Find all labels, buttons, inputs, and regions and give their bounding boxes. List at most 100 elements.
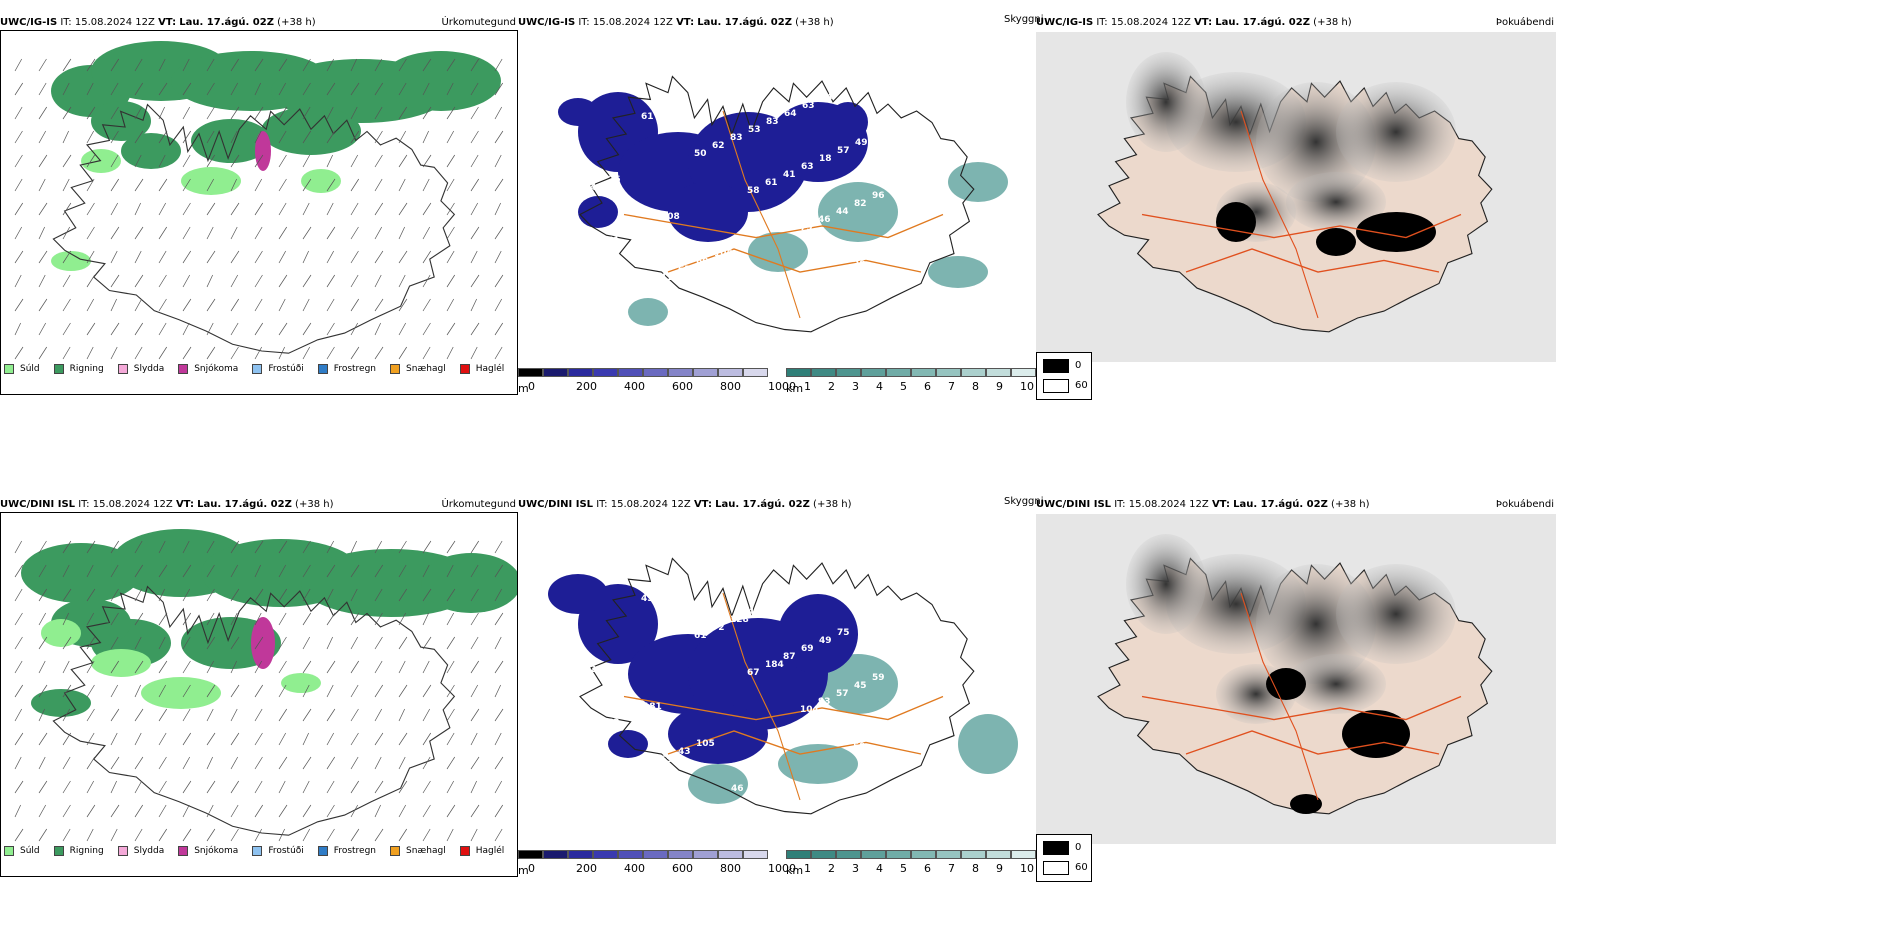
road-network <box>1141 213 1462 239</box>
cloud-base-value: 285 <box>590 665 609 675</box>
cloud-base-value: 44 <box>836 207 849 217</box>
cloud-base-value: 57 <box>837 146 850 156</box>
colorbar-tick: 3 <box>852 862 859 875</box>
colorbar-segment <box>861 850 886 859</box>
cloud-base-value: 45 <box>854 681 867 691</box>
colorbar-tick: 800 <box>720 380 741 393</box>
legend-item: Rigning <box>53 843 104 859</box>
cloud-base-value: 181 <box>643 702 662 712</box>
colorbar-tick: 0 <box>528 862 535 875</box>
legend-item: Frostúði <box>252 361 304 377</box>
colorbar-segment <box>618 850 643 859</box>
colorbar-tick: 8 <box>972 862 979 875</box>
cloud-base-value: 65 <box>660 755 673 765</box>
colorbar-segment <box>961 368 986 377</box>
map-frame <box>0 30 518 395</box>
legend-item: Snæhagl <box>390 843 446 859</box>
colorbar-segment <box>811 850 836 859</box>
cloud-base-map: 86 61 50 58 79 28 47 95 62 61 46 71 120 64 83 41 44 52 49 3… <box>558 75 1008 333</box>
height-colorbar: m 0 200 400 600 800 1000 <box>518 850 796 878</box>
colorbar-segment <box>568 368 593 377</box>
fog-indicator-panel: Skyggni UWC/DINI ISL IT: 15.08.2024 12Z … <box>1004 496 1556 888</box>
cloud-base-value: 60 <box>731 302 744 312</box>
panel-header: UWC/IG-IS IT: 15.08.2024 12Z VT: Lau. 17… <box>1036 17 1554 28</box>
colorbar-segment <box>811 368 836 377</box>
cloud-base-value: 96 <box>642 763 655 773</box>
fog-legend-black <box>1043 841 1069 855</box>
panel-header: UWC/DINI ISL IT: 15.08.2024 12Z VT: Lau.… <box>0 499 516 510</box>
cloud-base-value: 49 <box>819 636 832 646</box>
colorbar-segment <box>693 850 718 859</box>
cloud-base-value: 120 <box>624 289 643 299</box>
cloud-base-value: 71 <box>871 252 884 262</box>
cloud-base-value: 26 <box>608 175 621 185</box>
colorbar-tick: 400 <box>624 862 645 875</box>
legend-item: Súld <box>4 843 40 859</box>
panel-title: Úrkomutegund <box>441 499 516 510</box>
colorbar-segment <box>936 368 961 377</box>
cloud-base-value: 49 <box>642 281 655 291</box>
distance-colorbar: km 1 2 3 4 5 6 7 8 9 10 <box>786 368 1036 396</box>
colorbar-tick: 5 <box>900 380 907 393</box>
cloud-base-value: 43 <box>678 747 691 757</box>
colorbar-tick: 9 <box>996 862 1003 875</box>
legend-item: Frostregn <box>317 843 376 859</box>
legend-swatch <box>4 364 14 374</box>
colorbar-tick: 400 <box>624 380 645 393</box>
coastline <box>579 557 975 815</box>
cloud-base-value: 49 <box>625 228 638 238</box>
colorbar-segment <box>1011 850 1036 859</box>
colorbar-tick: 4 <box>876 380 883 393</box>
map-frame <box>0 512 518 877</box>
colorbar-tick: 9 <box>996 380 1003 393</box>
cloud-base-value: 82 <box>854 199 867 209</box>
cloud-base-value: 67 <box>747 668 760 678</box>
legend-swatch <box>459 846 470 856</box>
legend-swatch <box>459 364 470 374</box>
cloud-base-value: 63 <box>802 101 815 111</box>
panel-header: UWC/DINI ISL IT: 15.08.2024 12Z VT: Lau.… <box>518 499 852 510</box>
colorbar-segment <box>618 368 643 377</box>
cloud-base-value: 105 <box>696 739 715 749</box>
legend-swatch <box>53 364 64 374</box>
cloud-base-value: 59 <box>853 742 866 752</box>
distance-colorbar: km 1 2 3 4 5 6 7 8 9 10 <box>786 850 1036 878</box>
cloud-base-value: 59 <box>872 673 885 683</box>
colorbar-tick: 6 <box>924 380 931 393</box>
colorbar-tick: 600 <box>672 380 693 393</box>
legend-swatch <box>390 846 401 856</box>
colorbar-segment <box>743 368 768 377</box>
cloud-base-value: 89 <box>659 586 672 596</box>
cloud-base-value: 39 <box>713 80 726 90</box>
cloud-base-value: 83 <box>730 133 743 143</box>
colorbar-segment <box>643 850 668 859</box>
road-network <box>623 695 944 721</box>
colorbar-tick: 10 <box>1020 380 1034 393</box>
cloud-base-value: 55 <box>766 599 779 609</box>
fog-legend-black <box>1043 359 1069 373</box>
cloud-base-value: 91 <box>767 286 780 296</box>
fog-legend: 0 60 <box>1036 834 1092 882</box>
colorbar-segment <box>936 850 961 859</box>
legend-item: Haglél <box>459 361 504 377</box>
colorbar-tick: 5 <box>900 862 907 875</box>
legend-item: Súld <box>4 361 40 377</box>
cloud-base-value: 50 <box>694 149 707 159</box>
fog-map <box>1036 32 1556 362</box>
cloud-base-value: 60 <box>871 734 884 744</box>
colorbar-segment <box>593 368 618 377</box>
legend-item: Haglél <box>459 843 504 859</box>
colorbar-segment <box>1011 368 1036 377</box>
colorbar-segment <box>643 368 668 377</box>
cloud-base-value: 64 <box>713 562 726 572</box>
cloud-base-value: 47 <box>606 297 619 307</box>
cloud-base-value: 35 <box>873 130 886 140</box>
cloud-base-value: 51 <box>677 578 690 588</box>
colorbar-segment <box>743 850 768 859</box>
legend-swatch <box>117 364 128 374</box>
colorbar-segment <box>986 368 1011 377</box>
cloud-base-value: 44 <box>590 183 603 193</box>
colorbar-tick: 600 <box>672 862 693 875</box>
colorbar-segment <box>543 850 568 859</box>
colorbar-tick: 7 <box>948 380 955 393</box>
